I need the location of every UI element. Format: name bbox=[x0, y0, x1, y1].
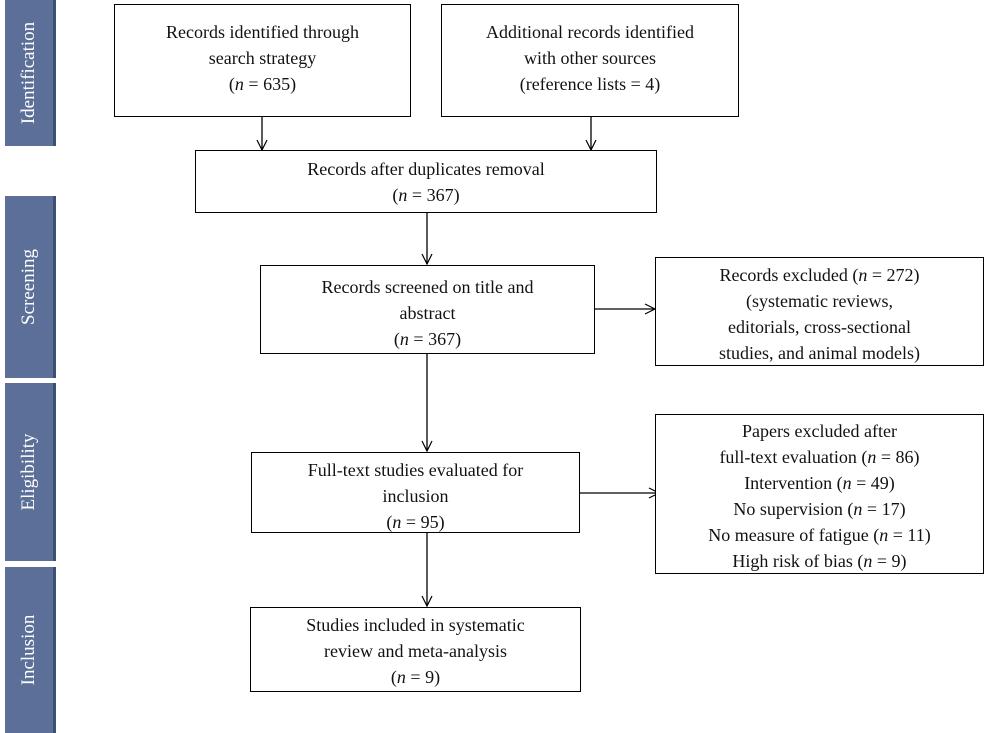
stage-eligibility: Eligibility bbox=[5, 383, 56, 561]
records-identified-box: Records identified through search strate… bbox=[114, 4, 411, 117]
duplicates-removed-box: Records after duplicates removal (n = 36… bbox=[195, 150, 657, 213]
papers-excluded-box: Papers excluded after full-text evaluati… bbox=[655, 414, 984, 574]
additional-records-box: Additional records identified with other… bbox=[441, 4, 739, 117]
studies-included-box: Studies included in systematic review an… bbox=[250, 607, 581, 692]
records-excluded-box: Records excluded (n = 272) (systematic r… bbox=[655, 257, 984, 366]
records-screened-box: Records screened on title and abstract (… bbox=[260, 265, 595, 354]
stage-inclusion: Inclusion bbox=[5, 567, 56, 733]
fulltext-evaluated-box: Full-text studies evaluated for inclusio… bbox=[251, 452, 580, 533]
stage-identification: Identification bbox=[5, 0, 56, 146]
stage-screening: Screening bbox=[5, 196, 56, 378]
